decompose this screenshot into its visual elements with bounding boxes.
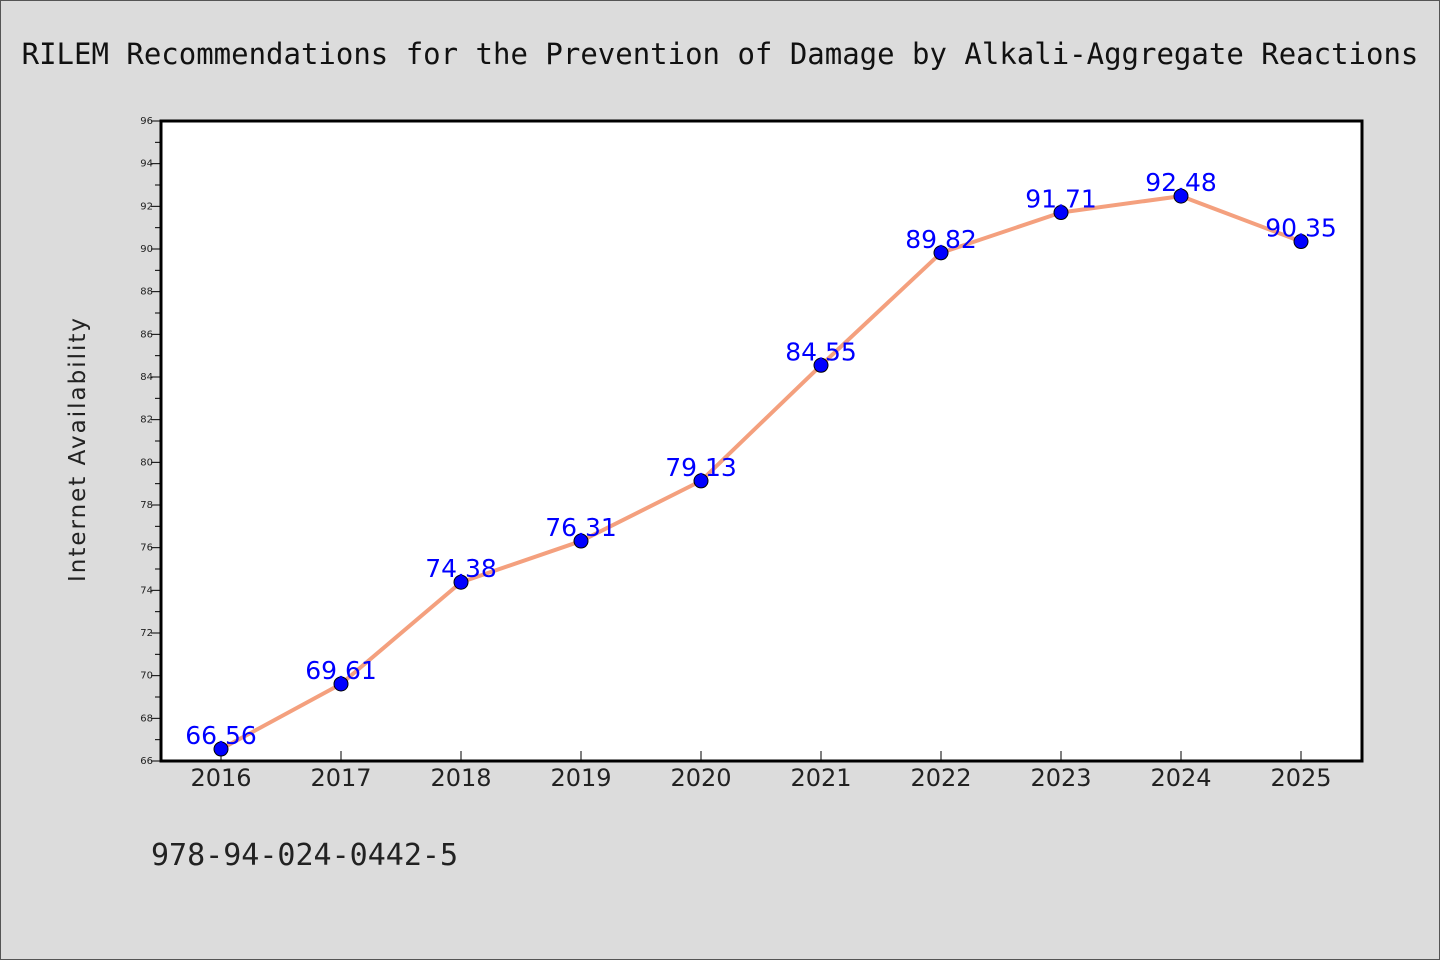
data-point — [933, 245, 949, 261]
y-tick-label: 90 — [140, 244, 153, 255]
x-tick-label: 2019 — [550, 764, 611, 792]
y-tick-label: 80 — [140, 457, 153, 468]
x-axis: 2016 2017 2018 2019 2020 2021 2022 2023 2024 2025 — [190, 751, 1332, 792]
y-tick-label: 94 — [140, 159, 153, 170]
y-tick-label: 70 — [140, 671, 153, 682]
data-label: 89.82 — [905, 225, 977, 254]
data-point — [213, 741, 229, 757]
y-tick-label: 86 — [140, 329, 153, 340]
data-point — [453, 574, 469, 590]
data-label: 76.31 — [545, 513, 617, 542]
y-tick-label: 78 — [140, 500, 153, 511]
data-label: 74.38 — [425, 554, 497, 583]
y-tick-label: 92 — [140, 201, 153, 212]
y-tick-label: 66 — [140, 756, 153, 767]
data-label: 90.35 — [1265, 214, 1337, 243]
data-point — [333, 676, 349, 692]
data-point — [1293, 234, 1309, 250]
x-tick-label: 2025 — [1270, 764, 1331, 792]
y-tick-label: 88 — [140, 287, 153, 298]
data-point — [813, 357, 829, 373]
data-point — [693, 473, 709, 489]
x-tick-label: 2024 — [1150, 764, 1211, 792]
y-axis: 66 68 70 72 74 76 78 80 82 84 86 88 90 92 94 96 — [140, 116, 161, 767]
data-label: 69.61 — [305, 656, 377, 685]
y-tick-label: 76 — [140, 543, 153, 554]
data-point — [573, 533, 589, 549]
y-tick-label: 84 — [140, 372, 153, 383]
series-line — [219, 194, 1303, 752]
y-tick-label: 96 — [140, 116, 153, 127]
data-label: 66.56 — [185, 721, 257, 750]
y-tick-label: 82 — [140, 415, 153, 426]
x-tick-label: 2017 — [310, 764, 371, 792]
data-label: 92.48 — [1145, 168, 1217, 197]
data-point — [1053, 205, 1069, 221]
x-tick-label: 2018 — [430, 764, 491, 792]
data-point — [1173, 188, 1189, 204]
x-tick-label: 2022 — [910, 764, 971, 792]
x-tick-label: 2016 — [190, 764, 251, 792]
x-tick-label: 2021 — [790, 764, 851, 792]
data-label: 79.13 — [665, 453, 737, 482]
y-tick-label: 74 — [140, 585, 153, 596]
y-tick-label: 72 — [140, 628, 153, 639]
y-axis-label: Internet Availability — [65, 316, 91, 582]
data-label: 84.55 — [785, 337, 857, 366]
plot-area — [159, 119, 1364, 763]
isbn-footer: 978-94-024-0442-5 — [151, 838, 458, 873]
series-group: 66.56 69.61 74.38 76.31 79.13 84.55 89.82 91.71… — [185, 168, 1337, 757]
y-tick-label: 68 — [140, 713, 153, 724]
chart-title: RILEM Recommendations for the Prevention… — [22, 37, 1419, 71]
data-label: 91.71 — [1025, 185, 1097, 214]
x-tick-label: 2023 — [1030, 764, 1091, 792]
x-tick-label: 2020 — [670, 764, 731, 792]
